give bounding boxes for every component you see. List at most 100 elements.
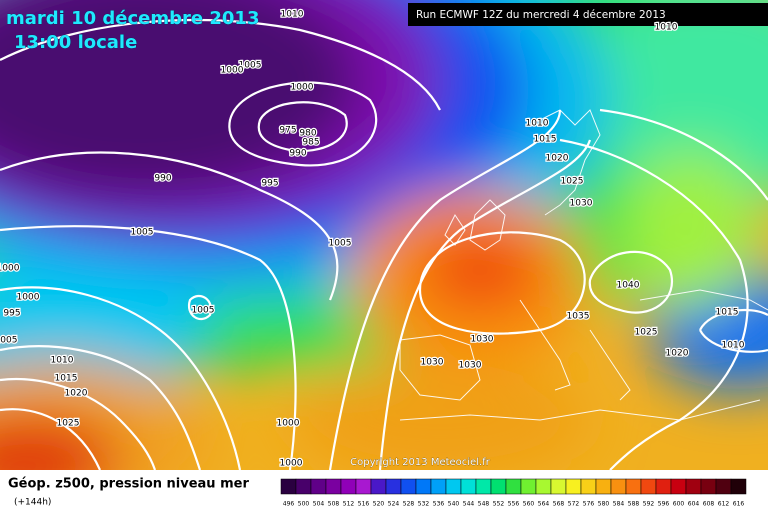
colorbar: 496 500 504 508 512 516 520 524 528 532 536 540 544 5… xyxy=(280,478,747,508)
scale-label: 608 xyxy=(703,501,715,508)
color-swatch xyxy=(415,478,432,495)
color-swatch xyxy=(370,478,387,495)
scale-label: 540 xyxy=(448,501,460,508)
lead-time: (+144h) xyxy=(14,498,51,508)
scale-label: 508 xyxy=(328,501,340,508)
copyright: Copyright 2013 Meteociel.fr xyxy=(350,457,491,468)
scale-label: 568 xyxy=(553,501,565,508)
isobar-label: 1025 xyxy=(635,328,658,338)
color-swatch xyxy=(505,478,522,495)
isobar-label: 1005 xyxy=(192,306,215,316)
isobar-label: 1040 xyxy=(617,281,640,291)
scale-label: 560 xyxy=(523,501,535,508)
run-info: Run ECMWF 12Z du mercredi 4 décembre 201… xyxy=(416,9,666,21)
isobar-label: 1015 xyxy=(716,308,739,318)
isobar-label: 1020 xyxy=(666,349,689,359)
scale-label: 556 xyxy=(508,501,520,508)
isobar-label: 1000 xyxy=(291,83,314,93)
color-swatch xyxy=(295,478,312,495)
color-swatch xyxy=(685,478,702,495)
scale-label: 512 xyxy=(343,501,355,508)
color-swatch xyxy=(325,478,342,495)
scale-label: 612 xyxy=(718,501,730,508)
isobar-label: 1010 xyxy=(526,119,549,129)
color-swatch xyxy=(640,478,657,495)
isobar-label: 1030 xyxy=(421,358,444,368)
isobar-label: 1010 xyxy=(281,10,304,20)
color-swatch xyxy=(580,478,597,495)
isobar-label: 1020 xyxy=(65,389,88,399)
isobar-label: 1000 xyxy=(280,459,303,469)
scale-label: 544 xyxy=(463,501,475,508)
scale-label: 516 xyxy=(358,501,370,508)
color-swatch xyxy=(625,478,642,495)
color-swatch xyxy=(310,478,327,495)
scale-label: 616 xyxy=(733,501,745,508)
scale-label: 580 xyxy=(598,501,610,508)
color-swatch xyxy=(385,478,402,495)
scale-label: 496 xyxy=(283,501,295,508)
isobar-label: 1000 xyxy=(277,419,300,429)
isobar-label: 1030 xyxy=(459,361,482,371)
color-swatch xyxy=(670,478,687,495)
isobar-label: 1005 xyxy=(131,228,154,238)
isobar-label: 1005 xyxy=(329,239,352,249)
scale-label: 500 xyxy=(298,501,310,508)
isobars xyxy=(0,18,768,470)
isobar-label: 1000 xyxy=(0,264,20,274)
color-swatch xyxy=(430,478,447,495)
scale-label: 532 xyxy=(418,501,430,508)
isobar-label: 995 xyxy=(261,179,278,189)
color-swatch xyxy=(280,478,297,495)
isobar-label: 990 xyxy=(289,149,306,159)
isobar-label: 1005 xyxy=(239,61,262,71)
scale-label: 520 xyxy=(373,501,385,508)
scale-label: 588 xyxy=(628,501,640,508)
color-swatch xyxy=(490,478,507,495)
color-swatch xyxy=(340,478,357,495)
isobar-label: 1000 xyxy=(221,66,244,76)
color-swatch xyxy=(715,478,732,495)
isobar-label: 1010 xyxy=(722,341,745,351)
isobar-label: 1030 xyxy=(471,335,494,345)
isobar-label: 1015 xyxy=(55,374,78,384)
isobar-label: 1015 xyxy=(534,135,557,145)
scale-label: 576 xyxy=(583,501,595,508)
color-swatch xyxy=(655,478,672,495)
scale-label: 552 xyxy=(493,501,505,508)
scale-label: 592 xyxy=(643,501,655,508)
color-swatch xyxy=(460,478,477,495)
isobar-label: 1020 xyxy=(546,154,569,164)
color-swatch xyxy=(550,478,567,495)
coastlines xyxy=(399,109,768,421)
isobar-label: 1010 xyxy=(655,23,678,33)
isobar-label: 995 xyxy=(3,309,20,319)
scale-label: 564 xyxy=(538,501,550,508)
isobar-label: 1035 xyxy=(567,312,590,322)
color-swatch xyxy=(400,478,417,495)
isobar-label: 1005 xyxy=(0,336,17,346)
color-swatch xyxy=(730,478,747,495)
color-swatch xyxy=(595,478,612,495)
scale-label: 572 xyxy=(568,501,580,508)
legend-title: Géop. z500, pression niveau mer xyxy=(8,477,249,492)
color-swatch xyxy=(445,478,462,495)
color-swatch xyxy=(520,478,537,495)
isobar-label: 975 xyxy=(279,126,296,136)
run-box xyxy=(408,3,768,26)
isobar-label: 1025 xyxy=(57,419,80,429)
isobar-label: 980 xyxy=(299,129,316,139)
color-swatch xyxy=(535,478,552,495)
isobar-label: 1030 xyxy=(570,199,593,209)
isobar-label: 985 xyxy=(302,138,319,148)
isobar-label: 1000 xyxy=(17,293,40,303)
isobar-label: 990 xyxy=(154,174,171,184)
color-swatch xyxy=(475,478,492,495)
scale-label: 584 xyxy=(613,501,625,508)
scale-label: 504 xyxy=(313,501,325,508)
isobar-label: 1010 xyxy=(51,356,74,366)
color-swatch xyxy=(565,478,582,495)
